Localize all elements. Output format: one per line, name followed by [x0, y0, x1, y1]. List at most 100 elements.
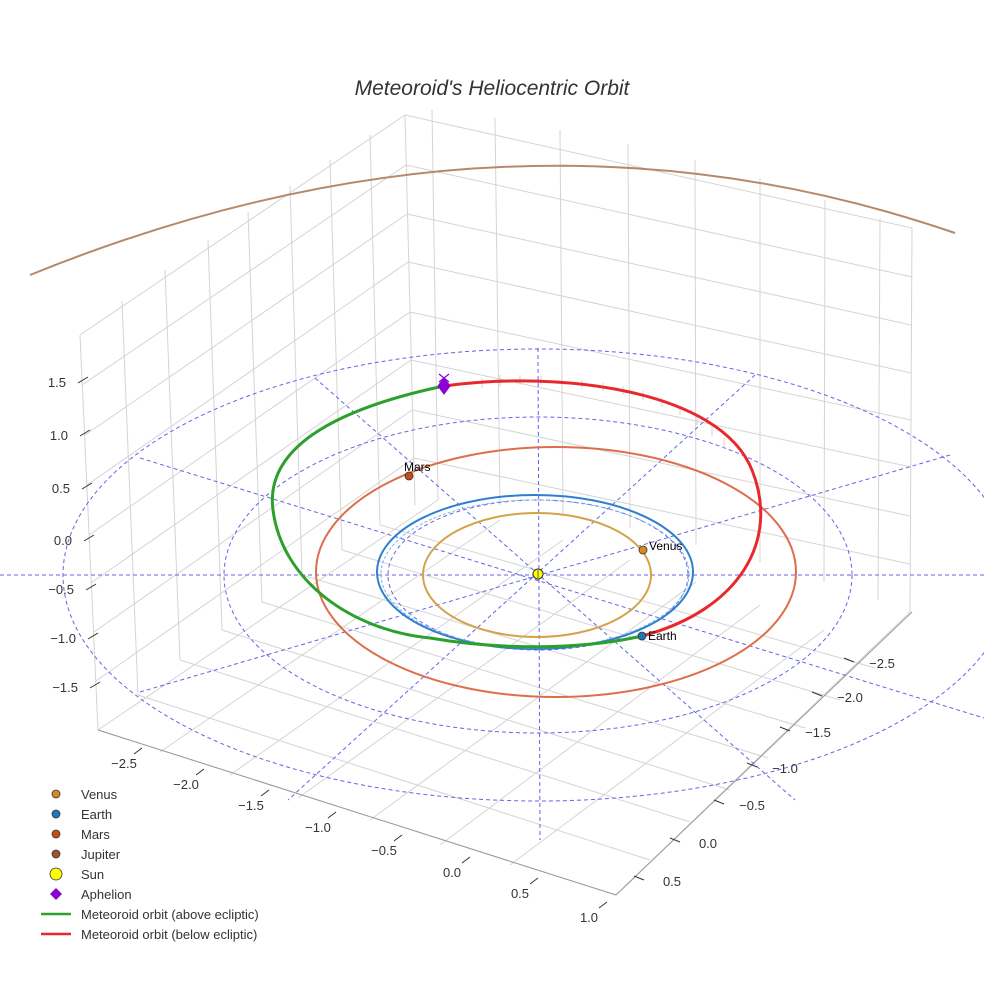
- gridline: [95, 457, 415, 682]
- gridline: [261, 601, 769, 759]
- meteoroid-orbit-above: [270, 384, 643, 649]
- x-tick-mark: [327, 811, 337, 819]
- ecliptic-spoke: [139, 454, 951, 693]
- legend-label: Jupiter: [81, 847, 121, 862]
- earth-orbit-inner: [380, 499, 690, 649]
- y-tick-mark: [843, 657, 855, 663]
- x-tick-label: −2.0: [173, 777, 199, 792]
- y-tick-label: −2.5: [869, 656, 895, 671]
- x-tick-label: −1.5: [238, 798, 264, 813]
- legend-item: Aphelion: [50, 887, 132, 902]
- gridline: [431, 109, 439, 501]
- gridline: [409, 311, 912, 421]
- z-tick-label: 0.5: [52, 481, 70, 496]
- z-tick-label: 1.5: [48, 375, 66, 390]
- y-tick-mark: [779, 726, 791, 732]
- gridline: [494, 117, 501, 506]
- y-tick-label: −1.5: [805, 725, 831, 740]
- gridline: [79, 334, 99, 731]
- y-tick-label: −1.0: [772, 761, 798, 776]
- gridline: [179, 659, 691, 823]
- gridline: [247, 211, 263, 603]
- venus-label: Venus: [649, 539, 682, 553]
- gridline: [79, 114, 406, 336]
- x-tick-label: 0.0: [443, 865, 461, 880]
- z-tick-label: 1.0: [50, 428, 68, 443]
- earth-orbit: [376, 494, 694, 650]
- gridline: [369, 581, 697, 821]
- z-tick-mark: [85, 583, 97, 591]
- x-tick-label: −0.5: [371, 843, 397, 858]
- gridline: [369, 134, 381, 526]
- ecliptic-reference: [0, 347, 984, 841]
- ecliptic-spoke: [287, 374, 756, 801]
- gridline: [81, 164, 407, 386]
- ecliptic-circle-middle: [223, 416, 853, 734]
- venus-orbit: [422, 512, 652, 638]
- gridline: [405, 164, 913, 278]
- y-tick-mark: [713, 799, 725, 805]
- gridline: [329, 159, 343, 551]
- z-tick-label: −1.5: [52, 680, 78, 695]
- gridline: [301, 574, 806, 729]
- legend-marker: [51, 809, 61, 819]
- gridline: [97, 499, 439, 731]
- gridline: [627, 143, 631, 529]
- legend-label: Meteoroid orbit (below ecliptic): [81, 927, 257, 942]
- gridline: [90, 359, 412, 584]
- z-tick-label: −1.0: [50, 631, 76, 646]
- gridline: [121, 300, 139, 696]
- legend-item: Mars: [51, 827, 110, 842]
- legend-label: Meteoroid orbit (above ecliptic): [81, 907, 259, 922]
- gridline: [341, 549, 841, 701]
- z-tick-mark: [77, 376, 89, 384]
- gridline: [207, 239, 223, 631]
- legend-item: Sun: [49, 867, 104, 882]
- x-tick-label: 1.0: [580, 910, 598, 925]
- mars-marker: [404, 471, 414, 481]
- legend-marker: [51, 789, 61, 799]
- z-tick-mark: [81, 482, 93, 490]
- gridline: [694, 159, 697, 546]
- gridline: [84, 213, 408, 436]
- legend-item: Earth: [51, 807, 112, 822]
- gridline: [439, 604, 761, 846]
- meteoroid-orbit-below: [443, 379, 763, 638]
- gridline: [221, 629, 731, 791]
- y-tick-mark: [669, 837, 681, 843]
- z-tick-label: 0.0: [54, 533, 72, 548]
- earth-label: Earth: [648, 629, 677, 643]
- z-tick-mark: [83, 534, 95, 542]
- legend: Venus Earth Mars Jupiter Sun Aphelion Meteoroi…: [41, 787, 259, 942]
- gridline: [93, 409, 413, 633]
- legend-item: Meteoroid orbit (above ecliptic): [41, 907, 259, 922]
- legend-marker: [51, 849, 61, 859]
- gridline: [413, 457, 911, 565]
- y-tick-label: −2.0: [837, 690, 863, 705]
- y-axis: −2.5 −2.0 −1.5 −1.0 −0.5 0.0 0.5: [633, 656, 895, 889]
- ecliptic-spoke: [314, 377, 796, 801]
- x-axis-line: [97, 729, 617, 896]
- legend-marker: [50, 888, 62, 900]
- x-tick-mark: [393, 834, 403, 842]
- gridline: [404, 114, 913, 229]
- x-tick-label: −2.5: [111, 756, 137, 771]
- legend-label: Aphelion: [81, 887, 132, 902]
- z-tick-mark: [89, 681, 101, 689]
- gridline: [407, 261, 912, 374]
- chart-title: Meteoroid's Heliocentric Orbit: [355, 77, 631, 100]
- z-tick-mark: [79, 429, 91, 437]
- legend-item: Venus: [51, 787, 118, 802]
- earth-marker: [637, 631, 647, 641]
- y-tick-mark: [746, 762, 758, 768]
- gridline: [297, 559, 631, 799]
- ecliptic-spoke: [139, 457, 984, 719]
- x-tick-label: 0.5: [511, 886, 529, 901]
- gridline: [379, 524, 876, 669]
- gridline: [509, 629, 825, 866]
- venus-marker: [638, 545, 648, 555]
- gridline: [164, 269, 181, 661]
- gridline: [86, 261, 409, 486]
- legend-label: Venus: [81, 787, 118, 802]
- gridline: [877, 217, 881, 601]
